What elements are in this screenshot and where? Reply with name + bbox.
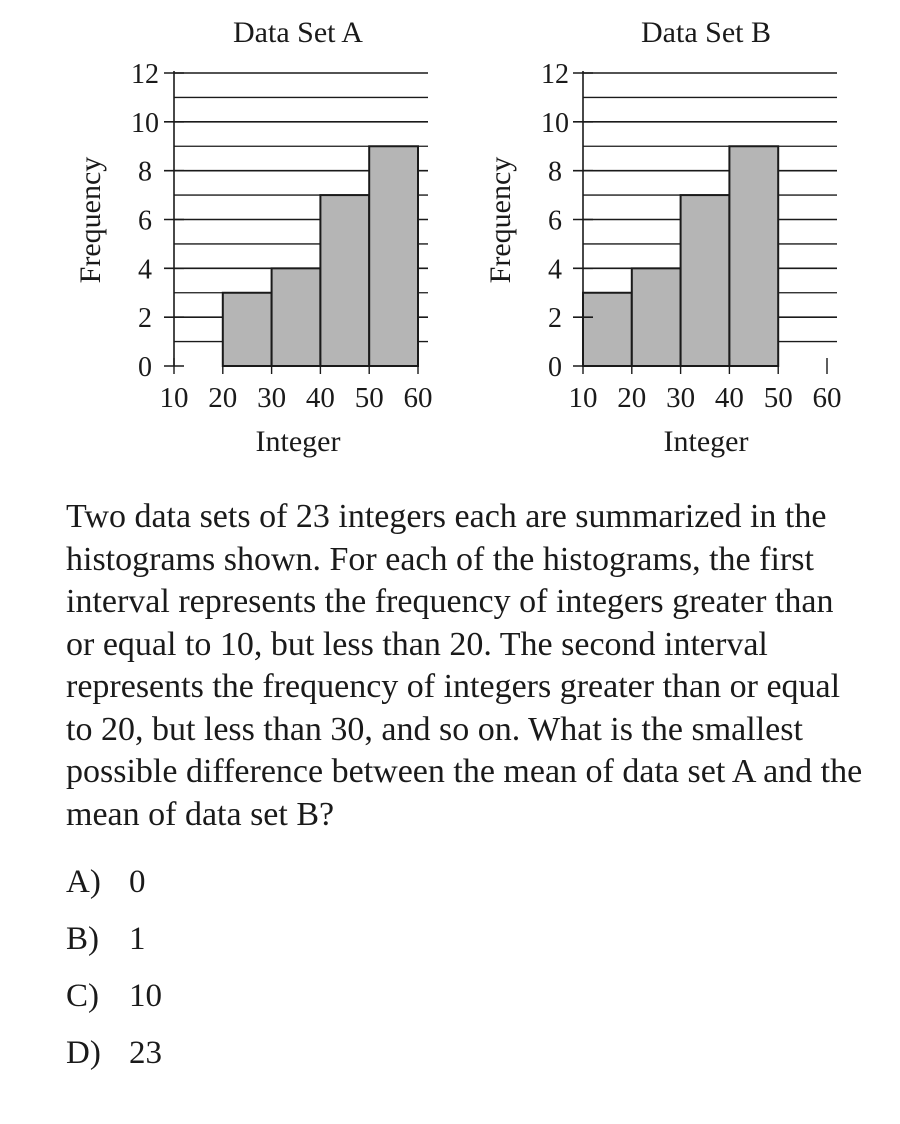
choice-letter: D): [66, 1035, 101, 1071]
histogram-data-set-a: Data Set A 0 2 4 6 8 10 12 10 20 30 40 50 60 Integer Fr…: [74, 16, 433, 458]
y-tick-label: 12: [131, 59, 159, 90]
histogram-bar: [319, 194, 371, 367]
x-tick-label: 60: [404, 382, 433, 414]
choice-letter: A): [66, 864, 101, 900]
x-axis-label: Integer: [664, 425, 749, 458]
chart-title: Data Set A: [233, 16, 363, 49]
choice-value: 10: [129, 978, 162, 1014]
choice-c[interactable]: C) 10: [66, 976, 162, 1033]
histogram-bar: [221, 291, 273, 367]
choice-letter: B): [66, 921, 99, 957]
y-tick-label: 0: [548, 352, 562, 383]
x-tick-label: 30: [257, 382, 286, 414]
x-axis-label: Integer: [256, 425, 341, 458]
x-tick-label: 10: [569, 382, 598, 414]
histogram-bar: [582, 291, 633, 367]
x-tick-label: 20: [208, 382, 237, 414]
y-tick-label: 10: [131, 108, 159, 139]
y-tick-label: 2: [138, 303, 152, 334]
y-tick-label: 12: [541, 59, 569, 90]
choice-b[interactable]: B) 1: [66, 919, 162, 976]
y-axis-label: Frequency: [484, 157, 517, 284]
y-tick-label: 4: [138, 254, 152, 285]
histogram-bar: [270, 267, 322, 368]
x-tick-label: 30: [666, 382, 695, 414]
x-tick-label: 40: [306, 382, 335, 414]
x-tick-label: 40: [715, 382, 744, 414]
x-tick-label: 60: [813, 382, 842, 414]
y-tick-label: 10: [541, 108, 569, 139]
histogram-data-set-b: Data Set B 0 2 4 6 8 10 12 10 20 30 40 50 60 Integer Fr…: [484, 16, 842, 458]
histogram-bar: [630, 267, 682, 368]
y-tick-label: 2: [548, 303, 562, 334]
y-tick-label: 0: [138, 352, 152, 383]
chart-title: Data Set B: [641, 16, 771, 49]
histogram-bar: [728, 145, 780, 367]
y-tick-label: 8: [548, 157, 562, 188]
x-tick-label: 10: [160, 382, 189, 414]
choice-d[interactable]: D) 23: [66, 1033, 162, 1090]
y-tick-label: 6: [138, 206, 152, 237]
choice-value: 23: [129, 1035, 162, 1071]
question-text: Two data sets of 23 integers each are su…: [66, 498, 863, 833]
y-tick-label: 6: [548, 206, 562, 237]
choice-value: 1: [129, 921, 146, 957]
answer-choices: A) 0 B) 1 C) 10 D) 23: [66, 862, 162, 1090]
y-tick-label: 8: [138, 157, 152, 188]
y-tick-label: 4: [548, 254, 562, 285]
choice-value: 0: [129, 864, 146, 900]
y-axis-label: Frequency: [74, 157, 107, 284]
x-tick-label: 50: [764, 382, 793, 414]
x-tick-label: 20: [617, 382, 646, 414]
histogram-bar: [679, 194, 731, 367]
histogram-bar: [368, 145, 420, 367]
choice-a[interactable]: A) 0: [66, 862, 162, 919]
x-tick-label: 50: [355, 382, 384, 414]
choice-letter: C): [66, 978, 99, 1014]
